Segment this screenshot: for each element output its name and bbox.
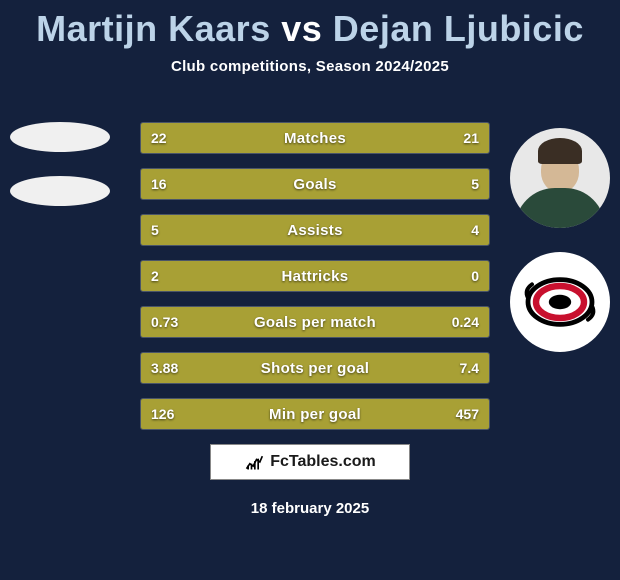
player2-club-logo — [510, 252, 610, 352]
stat-label: Shots per goal — [141, 353, 489, 383]
player2-avatar — [510, 128, 610, 228]
fctables-watermark: FcTables.com — [210, 444, 410, 480]
stat-row: 2221Matches — [140, 122, 490, 154]
stat-row: 0.730.24Goals per match — [140, 306, 490, 338]
player1-avatar-placeholder — [10, 122, 110, 152]
vs-text: vs — [281, 8, 322, 49]
player1-club-placeholder — [10, 176, 110, 206]
stat-label: Min per goal — [141, 399, 489, 429]
stat-row: 3.887.4Shots per goal — [140, 352, 490, 384]
comparison-title: Martijn Kaars vs Dejan Ljubicic — [0, 0, 620, 50]
player2-name: Dejan Ljubicic — [333, 8, 584, 49]
stat-row: 20Hattricks — [140, 260, 490, 292]
stat-label: Matches — [141, 123, 489, 153]
fctables-label: FcTables.com — [270, 453, 376, 471]
stat-row: 126457Min per goal — [140, 398, 490, 430]
stat-row: 54Assists — [140, 214, 490, 246]
portrait-icon — [510, 128, 610, 228]
date-label: 18 february 2025 — [0, 500, 620, 517]
chart-icon — [244, 452, 264, 472]
stat-row: 165Goals — [140, 168, 490, 200]
stat-label: Goals — [141, 169, 489, 199]
stat-rows: 2221Matches 165Goals 54Assists 20Hattricks 0… — [140, 122, 490, 444]
stat-label: Assists — [141, 215, 489, 245]
subtitle: Club competitions, Season 2024/2025 — [0, 58, 620, 75]
stat-label: Goals per match — [141, 307, 489, 337]
hurricane-icon — [510, 252, 610, 352]
stat-label: Hattricks — [141, 261, 489, 291]
player1-name: Martijn Kaars — [36, 8, 271, 49]
